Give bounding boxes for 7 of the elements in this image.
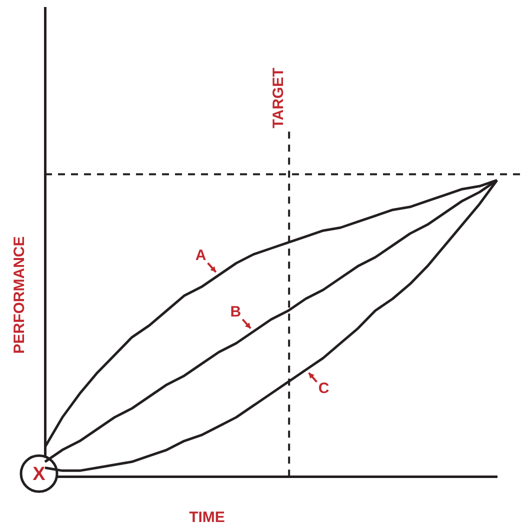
series-label: C (318, 380, 330, 398)
y-axis-title: PERFORMANCE (11, 236, 28, 354)
annotation: X (32, 464, 46, 485)
series-label: A (195, 247, 206, 264)
x-axis-title: TIME (189, 509, 225, 526)
series-label: B (230, 304, 242, 321)
text: TARGET (270, 68, 288, 128)
